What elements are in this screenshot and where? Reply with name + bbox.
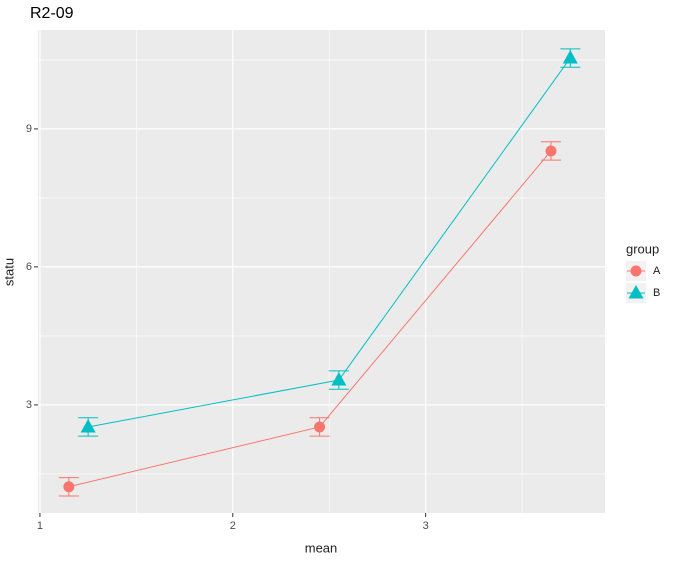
x-tick-label: 3 [423,520,429,532]
panel [38,30,605,513]
y-tick-label: 3 [26,399,32,411]
x-axis-label: mean [305,540,338,555]
y-tick-label: 9 [26,123,32,135]
point [562,50,578,64]
point [331,372,347,386]
x-tick-label: 1 [37,520,43,532]
legend-marker [630,265,642,277]
chart-title: R2-09 [30,5,74,22]
grid [38,30,605,513]
y-axis-label: statu [1,258,16,286]
point [80,418,96,433]
point [63,481,75,493]
x-tick-label: 2 [230,520,236,532]
plot [58,48,581,497]
y-tick-label: 6 [26,261,32,273]
legend-label: B [653,287,660,299]
point [545,145,557,157]
legend: AB [626,261,661,303]
legend-label: A [653,265,661,277]
legend-title: group [626,241,659,256]
point [314,421,326,433]
legend-marker [628,285,644,299]
